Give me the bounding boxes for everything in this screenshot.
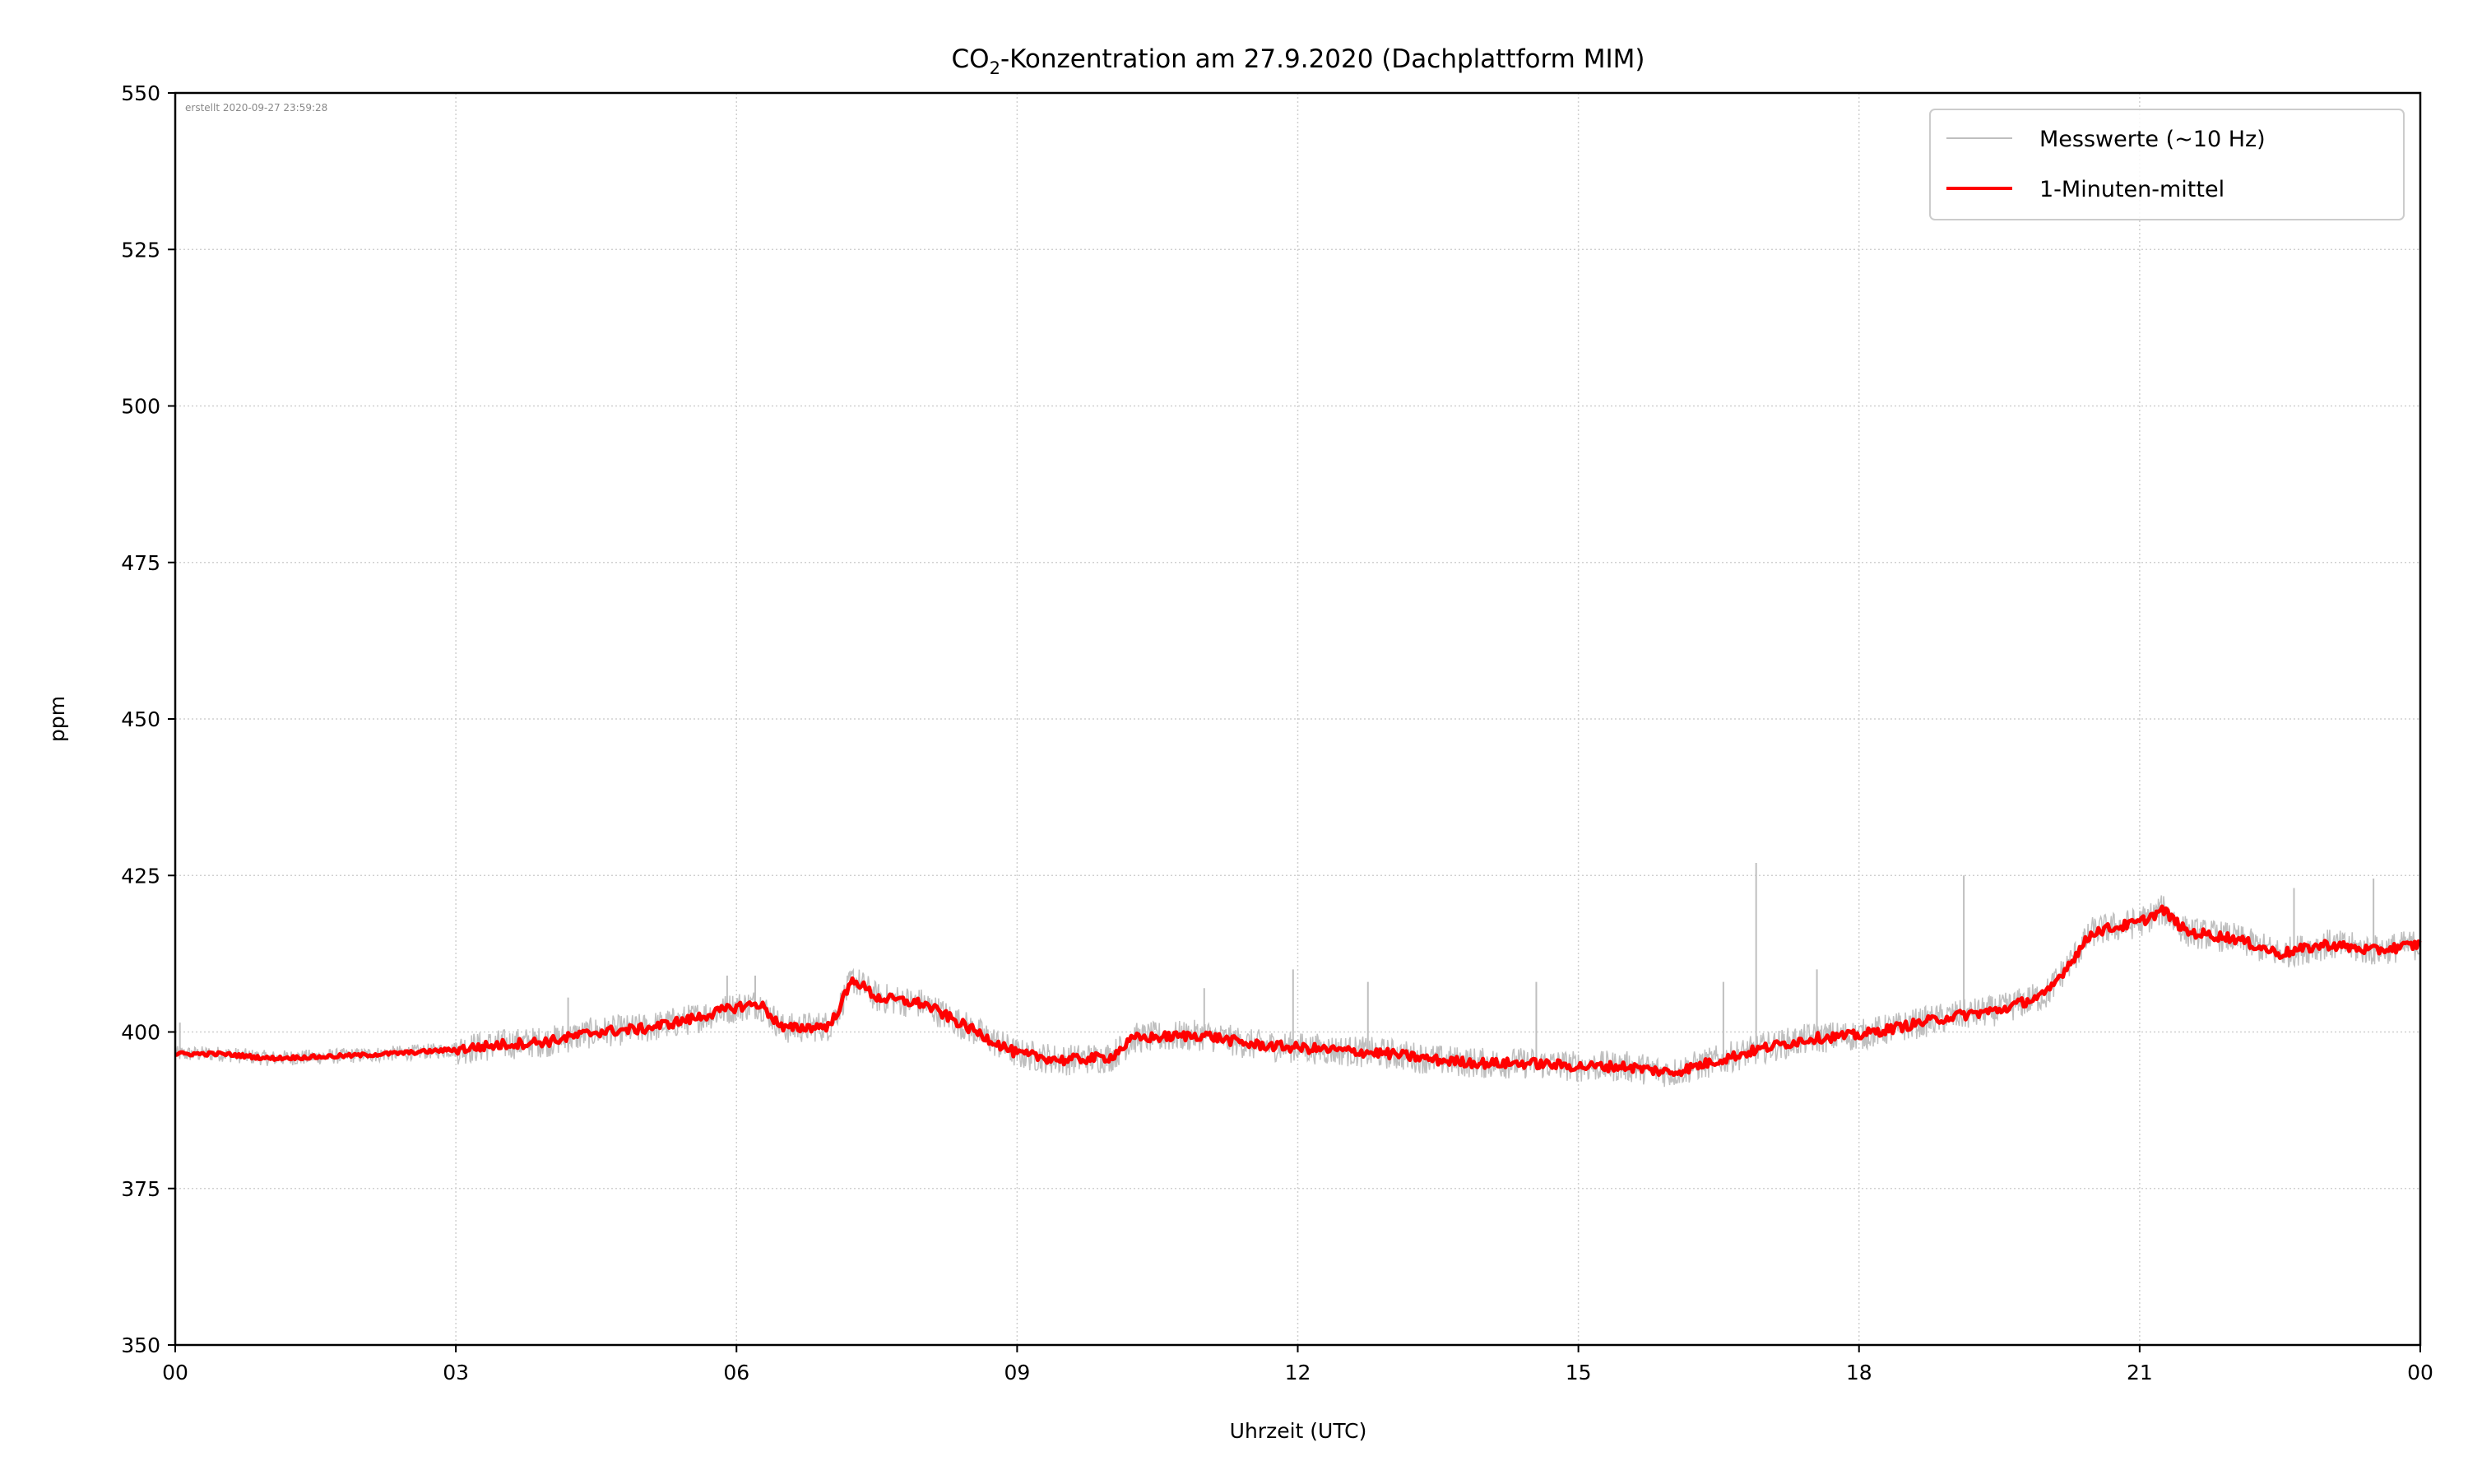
- grid-lines: [174, 92, 2421, 1346]
- x-tick-label: 15: [1566, 1361, 1592, 1384]
- legend: Messwerte (~10 Hz) 1-Minuten-mittel: [1929, 109, 2405, 220]
- x-axis-ticks: 00 03 06 09 12 15 18 21 00: [162, 1345, 2433, 1384]
- y-tick-label: 525: [121, 238, 160, 262]
- x-tick-label: 03: [443, 1361, 469, 1384]
- legend-label-mean: 1-Minuten-mittel: [2039, 177, 2224, 202]
- x-tick-label: 09: [1004, 1361, 1030, 1384]
- y-axis-label: ppm: [45, 696, 69, 742]
- mean-line: [174, 904, 2422, 1078]
- series-mean: [174, 904, 2422, 1078]
- x-tick-label: 06: [723, 1361, 749, 1384]
- y-tick-label: 425: [121, 864, 160, 888]
- x-axis-label: Uhrzeit (UTC): [1230, 1419, 1367, 1443]
- created-annotation: erstellt 2020-09-27 23:59:28: [185, 102, 327, 114]
- y-axis-ticks: 350 375 400 425 450 475 500 525 550: [121, 81, 175, 1357]
- y-tick-label: 375: [121, 1177, 160, 1201]
- y-tick-label: 400: [121, 1021, 160, 1045]
- legend-box: [1929, 109, 2405, 220]
- y-tick-label: 475: [121, 551, 160, 575]
- x-tick-label: 00: [162, 1361, 188, 1384]
- x-tick-label: 18: [1846, 1361, 1872, 1384]
- y-tick-label: 350: [121, 1333, 160, 1357]
- chart-title: CO2-Konzentration am 27.9.2020 (Dachplat…: [952, 44, 1645, 78]
- x-tick-label: 21: [2127, 1361, 2153, 1384]
- y-tick-label: 500: [121, 395, 160, 419]
- y-tick-label: 450: [121, 707, 160, 731]
- x-tick-label: 00: [2407, 1361, 2433, 1384]
- y-tick-label: 550: [121, 81, 160, 105]
- legend-label-measured: Messwerte (~10 Hz): [2039, 127, 2266, 152]
- x-tick-label: 12: [1285, 1361, 1311, 1384]
